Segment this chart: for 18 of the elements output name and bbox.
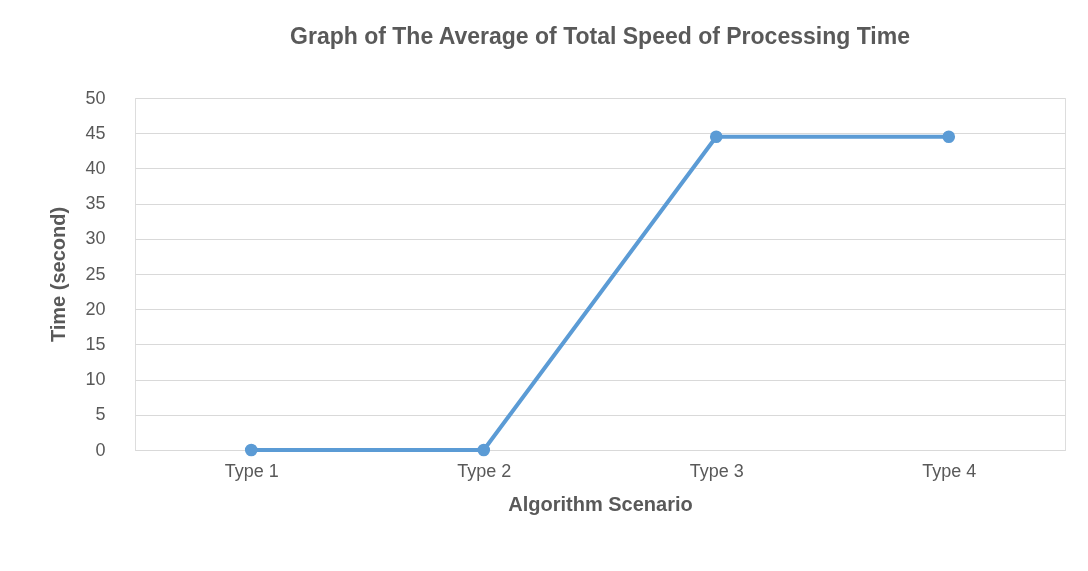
x-tick-label: Type 4 (922, 460, 977, 481)
x-tick-label: Type 3 (689, 460, 744, 481)
y-tick-label: 15 (85, 333, 106, 354)
y-tick-label: 45 (85, 122, 106, 143)
chart-title: Graph of The Average of Total Speed of Processing Time (290, 23, 910, 49)
y-axis-title: Time (second) (47, 206, 70, 343)
y-tick-label: 30 (85, 228, 106, 249)
y-tick-label: 40 (85, 157, 106, 178)
y-tick-label: 35 (85, 193, 106, 214)
y-tick-label: 0 (95, 439, 106, 460)
y-tick-label: 10 (85, 369, 106, 390)
y-tick-label: 20 (85, 298, 106, 319)
x-tick-label: Type 2 (457, 460, 512, 481)
y-tick-label: 5 (95, 404, 106, 425)
y-tick-label: 25 (85, 263, 106, 284)
x-tick-label: Type 1 (224, 460, 279, 481)
x-axis-title: Algorithm Scenario (508, 492, 693, 515)
y-tick-label: 50 (85, 87, 106, 108)
